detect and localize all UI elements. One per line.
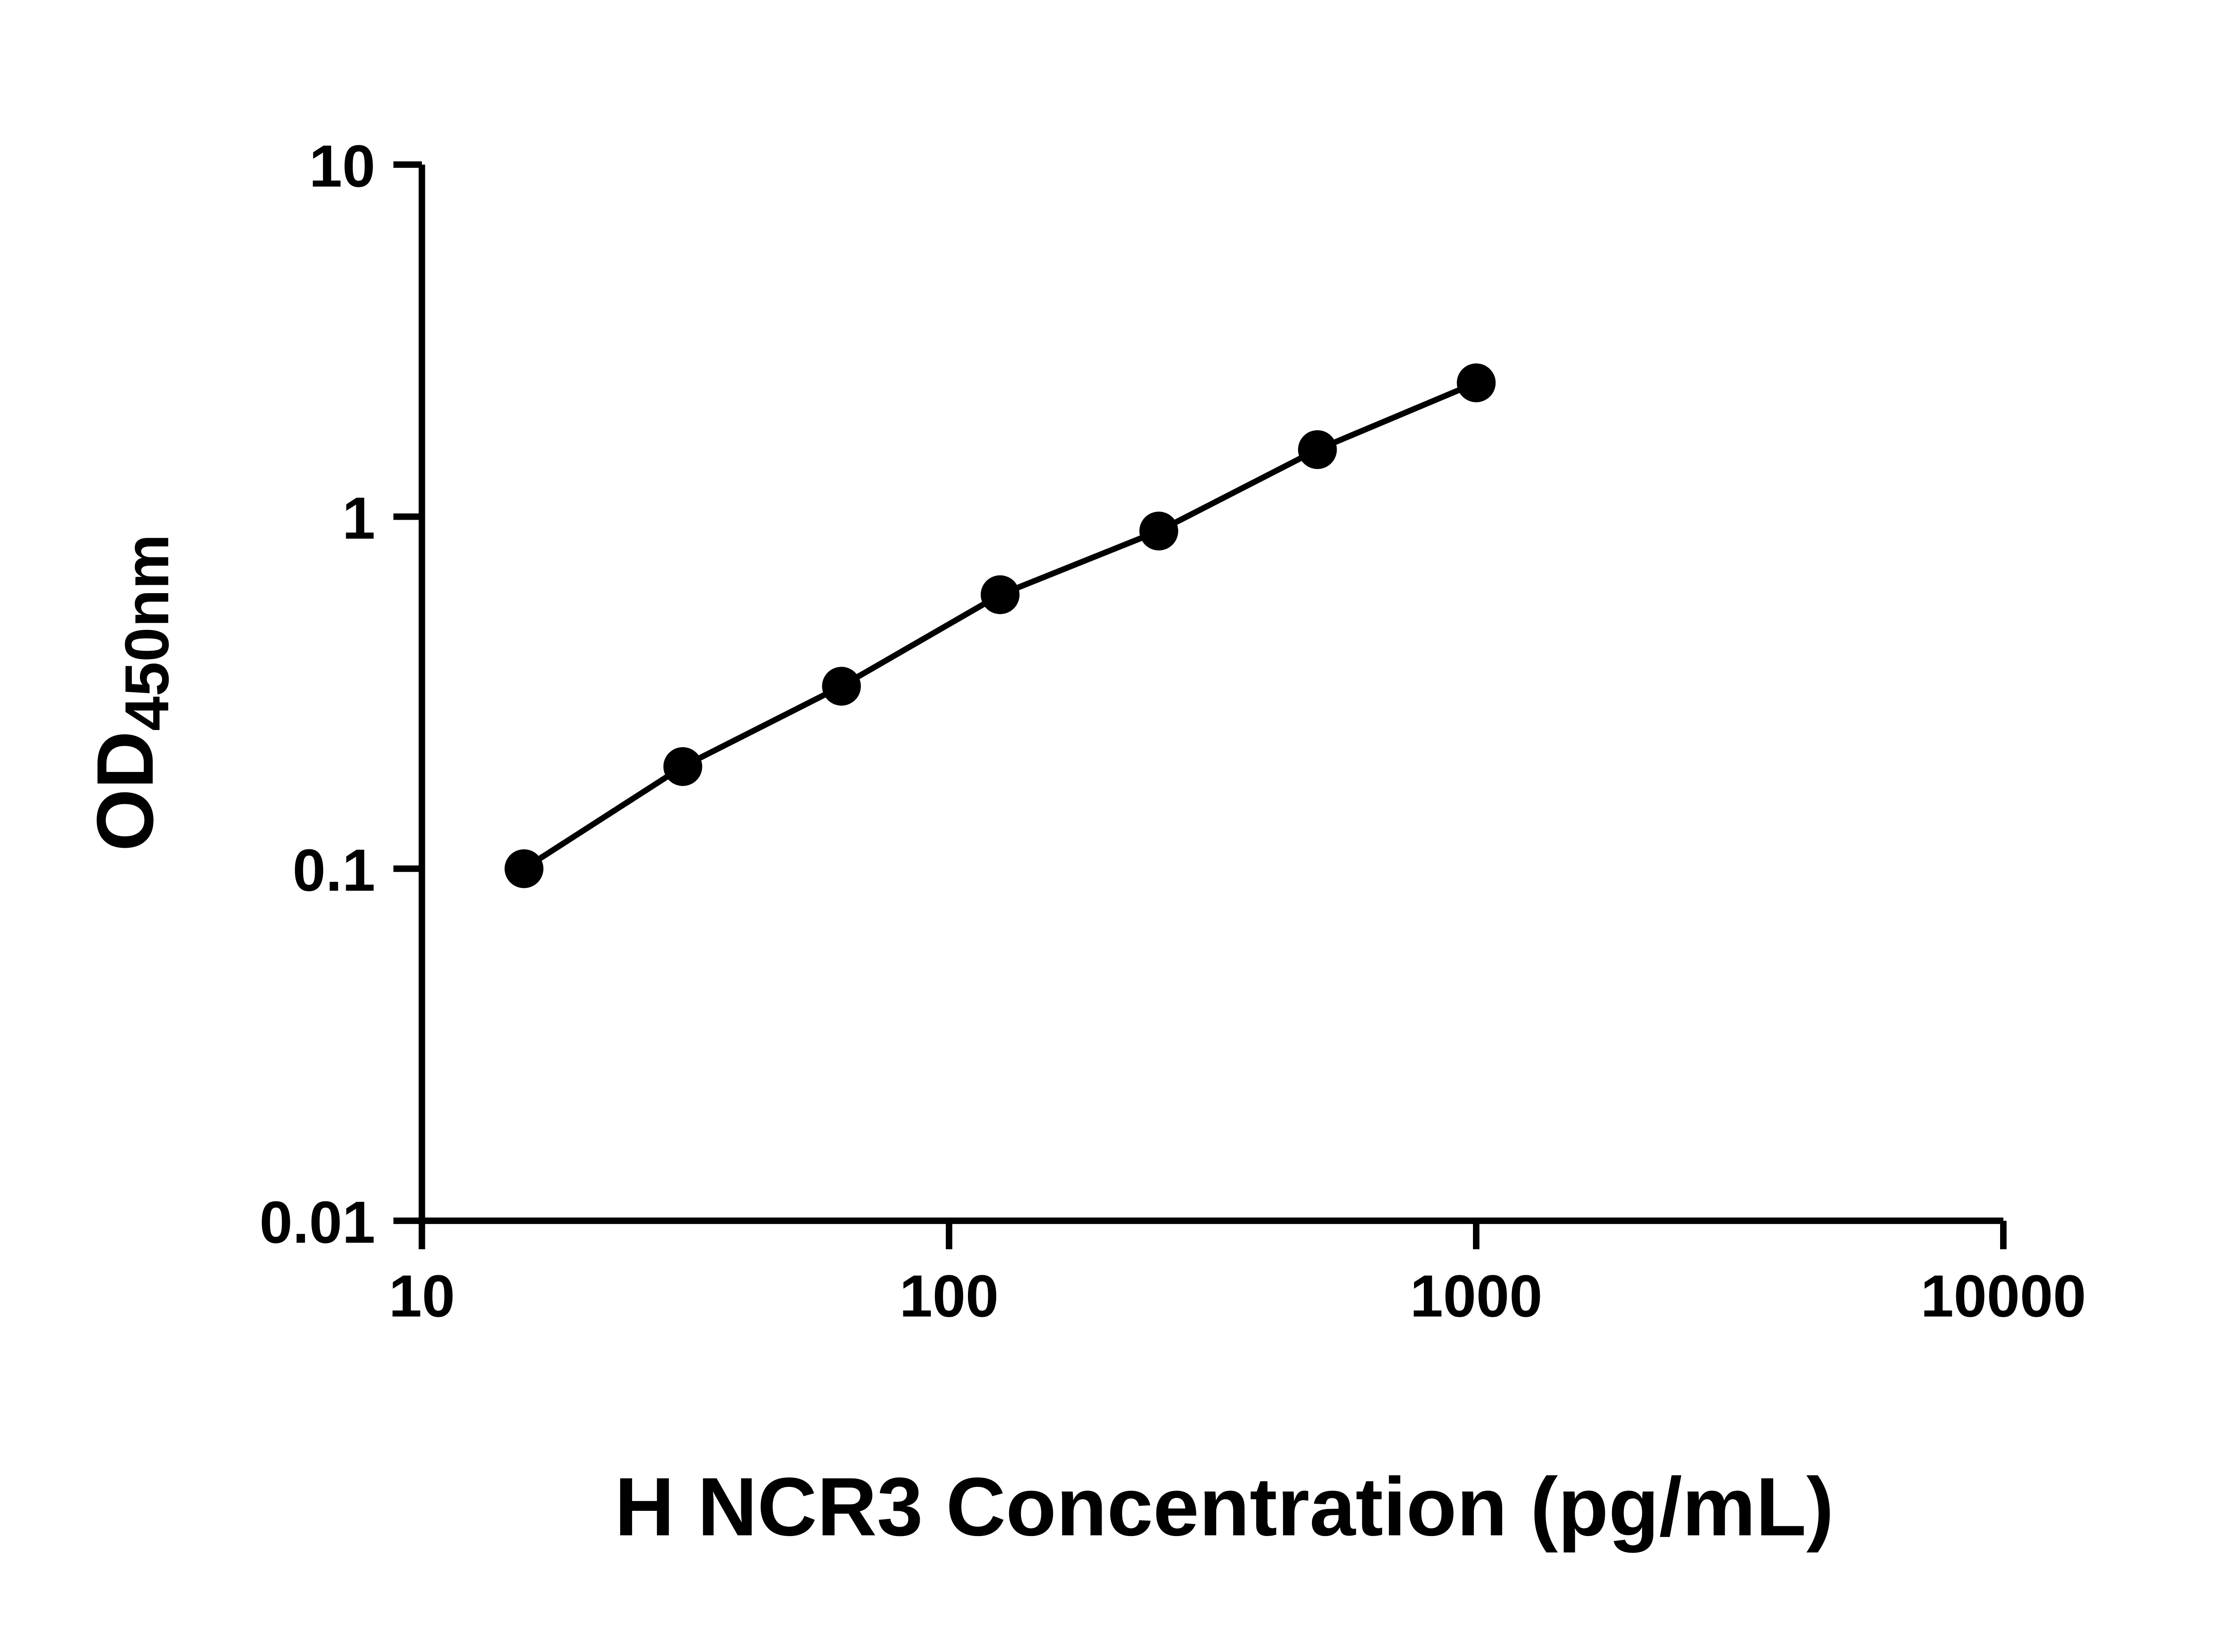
- y-axis-title-main-text: OD: [81, 731, 170, 851]
- axis-spines: [418, 164, 2004, 1224]
- y-tick-label: 0.1: [293, 837, 375, 903]
- y-axis-title: OD450nm: [81, 534, 181, 852]
- data-point-marker: [505, 849, 544, 888]
- data-point-marker: [1139, 511, 1178, 551]
- data-point-marker: [1457, 363, 1496, 402]
- y-tick-label: 10: [309, 133, 375, 200]
- x-tick-label: 1000: [1410, 1262, 1542, 1329]
- x-axis-title: H NCR3 Concentration (pg/mL): [615, 1460, 1834, 1553]
- data-point-marker: [980, 575, 1020, 614]
- data-point-marker: [663, 747, 702, 786]
- axes-layer: 10 100 1000 10000 0.01 0.1 1 10: [259, 133, 2086, 1330]
- data-point-marker: [1298, 430, 1337, 469]
- y-tick-label: 0.01: [259, 1189, 375, 1256]
- series-layer: [505, 363, 1496, 888]
- x-tick-label: 100: [899, 1262, 999, 1329]
- y-tick-label: 1: [342, 485, 375, 552]
- x-tick-label: 10000: [1920, 1262, 2086, 1329]
- data-point-marker: [822, 667, 861, 706]
- x-tick-label: 10: [389, 1262, 455, 1329]
- y-axis-title-subscript: 450nm: [112, 534, 181, 731]
